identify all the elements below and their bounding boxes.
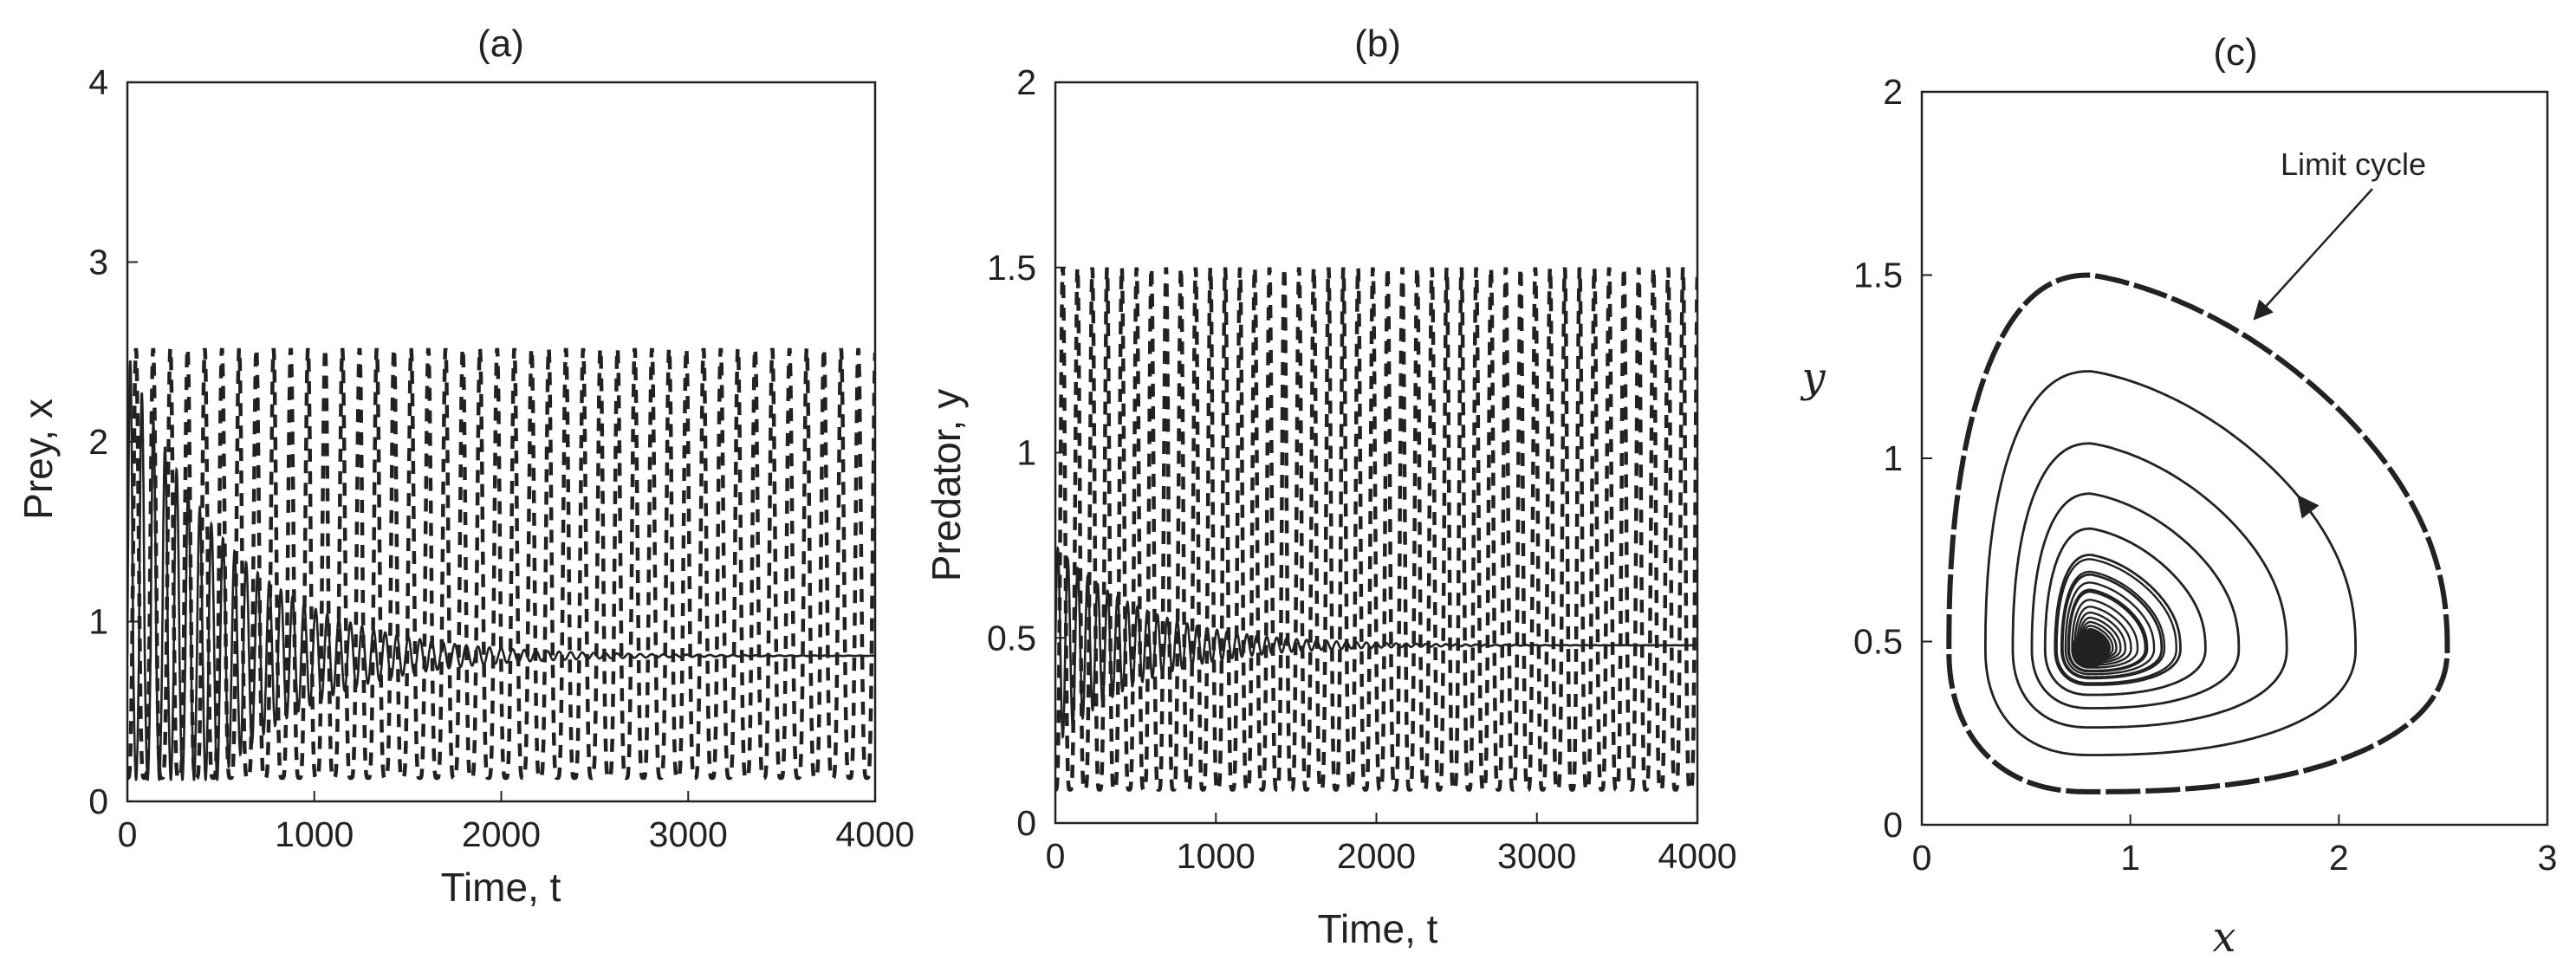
spiral-core-ring [2064,581,2156,676]
y-tick-label: 0 [88,781,108,821]
spiral-core-ring [2055,558,2177,684]
x-tick-label: 1000 [275,814,354,854]
limit-cycle-curve [1946,272,2450,794]
y-tick-label: 1 [1016,433,1036,473]
dashed-series-line [1055,267,1697,792]
panel-a-x-label: Time, t [441,865,561,910]
spiral-core-ring [2067,590,2146,672]
x-tick-label: 1000 [1177,836,1256,876]
panel-c-y-label: y [1800,353,1826,402]
y-tick-label: 0.5 [987,618,1036,658]
panel-a-plot-area [127,347,875,781]
x-tick-label: 3000 [1497,836,1576,876]
panel-a-y-ticks: 0 1 2 3 4 [88,62,138,821]
panel-b-plot-area [1055,267,1697,792]
x-tick-label: 0 [1046,836,1066,876]
y-tick-label: 3 [88,243,108,282]
y-tick-label: 2 [1883,72,1903,112]
panel-c-y-ticks: 0 0.5 1 1.5 2 [1853,72,1932,845]
equilibrium-point [2071,629,2110,668]
y-tick-label: 1.5 [1853,256,1903,295]
panel-b-title: (b) [1354,23,1401,65]
x-tick-label: 3000 [649,814,728,854]
panel-a-title: (a) [477,23,524,65]
panel-b-y-label: Predator, y [924,389,969,581]
x-tick-label: 0 [1912,838,1932,878]
panel-b-y-ticks: 0 0.5 1 1.5 2 [987,62,1066,843]
panel-c-title: (c) [2213,31,2257,74]
spiral-trajectory-ring [2011,442,2288,729]
panel-a-x-ticks: 0 1000 2000 3000 4000 [118,791,915,854]
limit-cycle-annotation: Limit cycle [2281,146,2426,182]
panel-b-axes-frame [1054,81,1699,825]
y-tick-label: 2 [1016,62,1036,102]
panel-a-y-label: Prey, x [16,399,61,520]
limit-cycle-annotation-arrow [2253,188,2373,321]
panel-c-x-label: x [2212,913,2235,962]
panel-c-phase-portrait: (c) 0 1 2 3 0 0.5 1 1.5 2 x y Limit cycle [1800,31,2557,962]
y-tick-label: 0 [1883,805,1903,845]
x-tick-label: 1 [2120,838,2140,878]
solid-series-line [1055,546,1697,740]
y-tick-label: 0.5 [1853,622,1903,662]
spiral-trajectory-ring [1984,370,2358,756]
spiral-trajectory-ring [2054,554,2182,686]
solid-series-line [127,360,875,781]
y-tick-label: 1.5 [987,248,1036,288]
spiral-trajectory-ring [2030,492,2241,710]
trajectory-direction-arrow [2297,495,2320,519]
panel-a-axes-frame [126,81,877,803]
x-tick-label: 2000 [462,814,541,854]
panel-a-prey-timeseries: (a) 0 1000 2000 3000 4000 0 1 2 3 4 Time, t Prey… [16,23,915,910]
panel-b-x-label: Time, t [1318,906,1438,951]
x-tick-label: 4000 [1658,836,1736,876]
x-tick-label: 3 [2538,838,2558,878]
panel-c-plot-area [1946,272,2450,794]
x-tick-label: 0 [118,814,138,854]
y-tick-label: 4 [88,62,108,102]
y-tick-label: 1 [1883,438,1903,478]
panel-c-axes-frame [1920,90,2549,827]
panel-c-x-ticks: 0 1 2 3 [1912,814,2558,878]
y-tick-label: 2 [88,422,108,462]
y-tick-label: 0 [1016,803,1036,843]
y-tick-label: 1 [88,602,108,642]
x-tick-label: 4000 [835,814,914,854]
x-tick-label: 2 [2329,838,2349,878]
dashed-series-line [127,347,875,781]
panel-b-predator-timeseries: (b) 0 1000 2000 3000 4000 00.511.52 Time, t … [924,23,1737,951]
panel-b-x-ticks: 0 1000 2000 3000 4000 [1046,813,1737,876]
x-tick-label: 2000 [1337,836,1416,876]
spiral-trajectory-ring [2043,527,2207,697]
spiral-core-ring [2060,570,2166,680]
